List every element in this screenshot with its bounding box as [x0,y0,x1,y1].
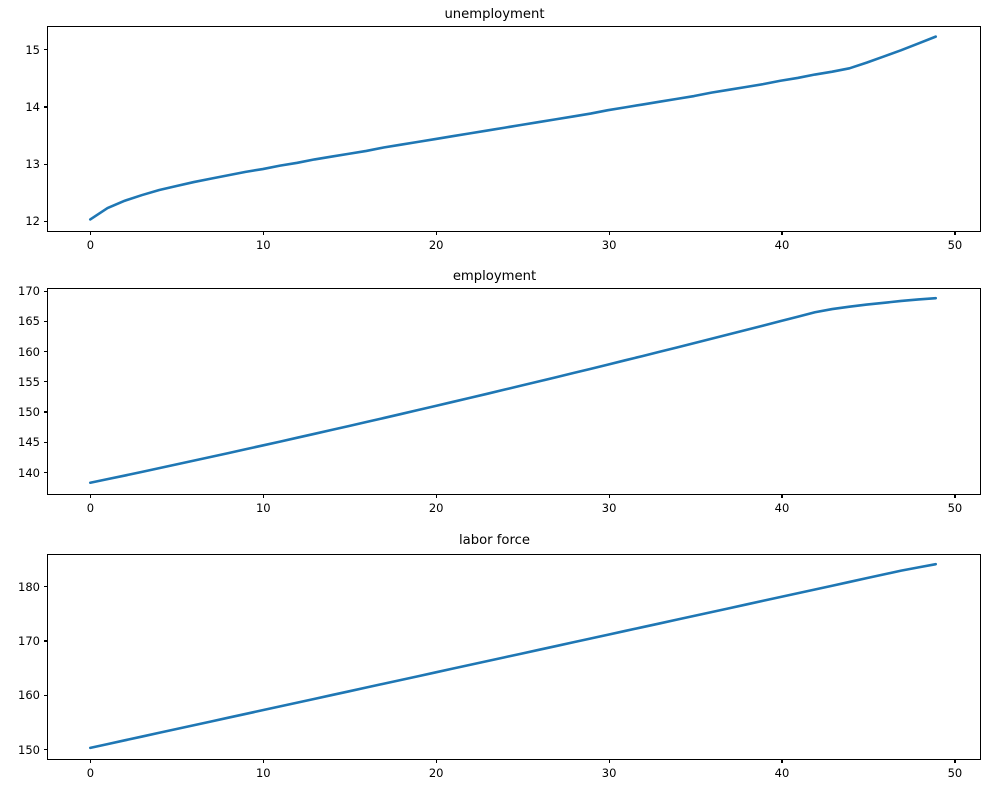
x-tick-mark [608,231,610,236]
y-tick-label: 160 [18,688,40,703]
y-tick-mark [43,471,48,474]
y-tick-label: 15 [25,42,40,57]
line-chart-svg-employment [48,289,980,494]
x-tick-label: 50 [947,766,963,780]
y-tick-mark [43,441,48,443]
y-tick-mark [43,585,48,588]
y-tick-mark [43,220,48,222]
x-tick-mark [435,231,437,236]
x-tick-mark [608,759,610,764]
x-tick-label: 0 [86,766,95,780]
y-tick-mark [43,290,48,292]
x-tick-label: 40 [774,501,790,515]
x-tick-mark [89,759,91,764]
x-tick-mark [608,494,610,499]
x-tick-mark [262,494,264,499]
x-tick-mark [954,231,956,236]
y-tick-label: 165 [18,314,40,329]
x-tick-label: 50 [947,238,963,252]
x-tick-label: 40 [774,238,790,252]
y-tick-mark [43,411,48,413]
subplot-employment: employment 140 145 150 155 160 165 170 0 10 20 30 4… [0,264,989,526]
x-tick-label: 20 [428,238,444,252]
axes-labor-force: 150 160 170 180 0 10 20 30 40 50 [18,554,981,780]
x-tick-label: 20 [428,766,444,780]
subplot-title-employment: employment [452,269,537,284]
y-tick-label: 140 [18,465,40,480]
x-tick-label: 50 [947,501,963,515]
x-tick-label: 0 [86,501,95,515]
x-tick-label: 30 [601,238,617,252]
y-tick-mark [43,106,48,108]
x-tick-mark [435,494,437,499]
x-tick-label: 10 [255,766,271,780]
y-tick-label: 160 [18,344,40,359]
y-tick-label: 150 [18,405,40,420]
subplot-title-unemployment: unemployment [444,7,545,22]
x-tick-mark [781,759,783,764]
y-tick-label: 145 [18,435,40,450]
data-line-unemployment [90,37,935,220]
y-tick-label: 155 [18,374,40,389]
y-tick-label: 14 [25,100,40,114]
y-tick-label: 12 [25,214,40,229]
x-tick-mark [262,759,264,764]
y-tick-label: 13 [25,157,40,172]
y-tick-label: 170 [18,633,40,648]
subplot-unemployment: unemployment 12 13 14 15 0 10 20 30 40 50 [0,0,989,264]
x-tick-label: 40 [774,766,790,780]
x-tick-mark [89,231,91,236]
y-tick-mark [43,49,48,51]
x-tick-label: 30 [601,501,617,515]
y-tick-mark [43,163,48,165]
y-tick-mark [43,350,48,353]
subplot-title-labor-force: labor force [458,533,530,548]
x-tick-label: 10 [255,238,271,252]
y-tick-label: 170 [18,284,40,299]
x-tick-mark [435,759,437,764]
y-tick-mark [43,320,48,322]
y-tick-mark [43,749,48,751]
x-tick-mark [954,759,956,764]
x-tick-mark [262,231,264,236]
x-tick-mark [954,494,956,499]
x-tick-label: 10 [255,501,271,515]
line-chart-svg-unemployment [48,27,980,231]
y-tick-label: 150 [18,742,40,757]
y-tick-label: 180 [18,579,40,594]
y-tick-mark [43,640,48,642]
x-tick-label: 30 [601,766,617,780]
plot-area-labor-force [48,555,980,759]
line-chart-svg-labor-force [48,555,980,759]
x-tick-label: 0 [86,238,95,252]
x-tick-mark [89,494,91,499]
x-tick-mark [781,494,783,499]
y-tick-mark [43,381,48,383]
x-tick-label: 20 [428,501,444,515]
plot-area-employment [48,289,980,494]
axes-employment: 140 145 150 155 160 165 170 0 10 20 30 40 50 [18,284,981,515]
axes-unemployment: 12 13 14 15 0 10 20 30 40 50 [25,26,981,252]
data-line-labor-force [90,564,935,748]
plot-area-unemployment [48,27,980,231]
x-tick-mark [781,231,783,236]
data-line-employment [90,298,935,483]
subplot-labor-force: labor force 150 160 170 180 0 10 20 30 40 50 [0,526,989,790]
y-tick-mark [43,694,48,696]
